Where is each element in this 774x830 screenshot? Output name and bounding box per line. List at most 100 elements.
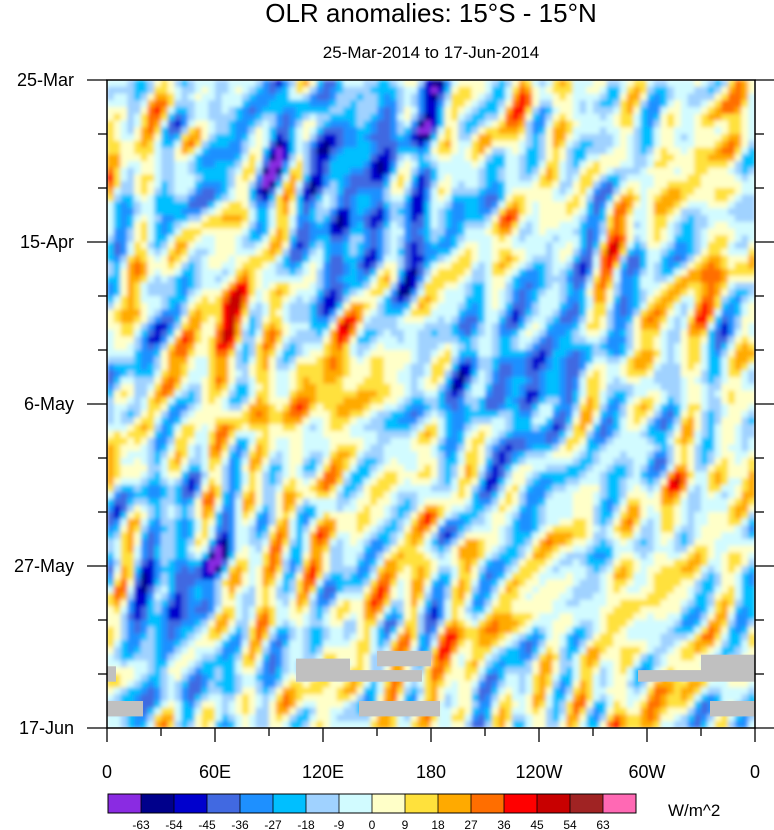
heat-cell (140, 316, 149, 324)
heat-cell (525, 208, 533, 216)
heat-cell (221, 309, 230, 317)
heat-cell (329, 383, 338, 392)
heat-cell (599, 296, 608, 304)
heat-cell (140, 134, 149, 142)
heat-cell (518, 397, 527, 405)
heat-cell (208, 248, 216, 257)
heat-cell (383, 208, 392, 216)
heat-cell (174, 242, 182, 250)
heat-cell (329, 262, 338, 270)
heat-cell (302, 215, 311, 223)
heat-cell (532, 316, 540, 324)
heat-cell (512, 140, 520, 149)
heat-cell (188, 390, 196, 398)
heat-cell (174, 174, 182, 182)
heat-cell (505, 147, 513, 155)
heat-cell (134, 404, 142, 412)
heat-cell (390, 296, 398, 304)
heat-cell (424, 235, 432, 243)
heat-cell (741, 181, 749, 189)
heat-cell (181, 397, 189, 405)
heat-cell (228, 363, 236, 371)
heat-cell (552, 215, 560, 223)
heat-cell (721, 208, 729, 216)
heat-cell (633, 181, 641, 189)
heat-cell (370, 215, 378, 223)
heat-cell (397, 350, 405, 358)
heat-cell (647, 343, 655, 351)
heat-cell (107, 424, 115, 432)
heat-cell (147, 242, 155, 250)
heat-cell (680, 302, 689, 311)
heat-cell (275, 316, 284, 324)
heat-cell (660, 404, 668, 412)
heat-cell (512, 316, 520, 324)
heat-cell (242, 390, 250, 398)
heat-cell (437, 100, 446, 108)
heat-cell (383, 282, 392, 290)
heat-cell (458, 100, 466, 108)
heat-cell (269, 397, 277, 405)
heat-cell (444, 323, 452, 331)
heat-cell (215, 120, 223, 128)
heat-cell (701, 174, 709, 182)
heat-cell (701, 181, 709, 189)
heat-cell (140, 329, 149, 338)
heat-cell (147, 336, 155, 344)
heat-cell (356, 154, 365, 162)
heat-cell (640, 289, 648, 297)
heat-cell (188, 134, 196, 142)
heat-cell (296, 208, 304, 216)
heat-cell (275, 235, 284, 243)
heat-cell (464, 201, 473, 209)
heat-cell (350, 316, 358, 324)
heat-cell (485, 100, 493, 108)
heat-cell (458, 167, 466, 176)
heat-cell (471, 174, 479, 182)
heat-cell (545, 329, 554, 338)
heat-cell (464, 275, 473, 284)
heat-cell (593, 424, 601, 432)
heat-cell (296, 282, 304, 290)
heat-cell (282, 390, 290, 398)
heat-cell (687, 383, 695, 392)
heat-cell (518, 147, 527, 155)
heat-cell (458, 383, 466, 392)
heat-cell (721, 417, 729, 425)
heat-cell (498, 296, 506, 304)
heat-cell (235, 134, 243, 142)
heat-cell (728, 215, 736, 223)
heat-cell (161, 410, 169, 419)
heat-cell (255, 113, 263, 122)
heat-cell (181, 323, 189, 331)
heat-cell (113, 134, 122, 142)
heat-cell (397, 410, 405, 419)
heat-cell (235, 235, 243, 243)
heat-cell (680, 363, 689, 371)
heat-cell (275, 309, 284, 317)
heat-cell (296, 336, 304, 344)
heat-cell (653, 242, 662, 250)
heat-cell (444, 154, 452, 162)
heat-cell (748, 113, 755, 122)
heat-cell (714, 255, 722, 263)
heat-cell (215, 363, 223, 371)
heat-cell (316, 289, 324, 297)
heat-cell (444, 417, 452, 425)
heat-cell (350, 309, 358, 317)
heat-cell (748, 417, 755, 425)
heat-cell (221, 255, 230, 263)
heat-cell (647, 140, 655, 149)
heat-cell (674, 363, 682, 371)
heat-cell (599, 228, 608, 236)
heat-cell (613, 100, 621, 108)
heat-cell (417, 410, 425, 419)
heat-cell (633, 309, 641, 317)
heat-cell (593, 383, 601, 392)
heat-cell (512, 174, 520, 182)
heat-cell (559, 397, 567, 405)
heat-cell (269, 255, 277, 263)
heat-cell (566, 201, 574, 209)
heat-cell (161, 248, 169, 257)
heat-cell (741, 255, 749, 263)
